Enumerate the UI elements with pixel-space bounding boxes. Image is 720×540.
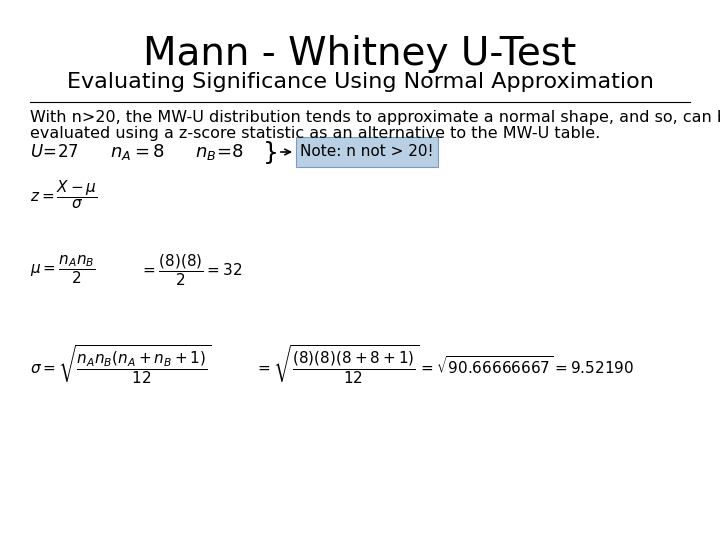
Text: Note: n not > 20!: Note: n not > 20!: [300, 145, 433, 159]
Text: $n_A = 8$: $n_A = 8$: [110, 142, 165, 162]
Text: evaluated using a z-score statistic as an alternative to the MW-U table.: evaluated using a z-score statistic as a…: [30, 126, 600, 141]
Text: $\}$: $\}$: [262, 138, 276, 165]
Text: $= \sqrt{\dfrac{(8)(8)(8 + 8 + 1)}{12}} = \sqrt{90.66666667} = 9.52190$: $= \sqrt{\dfrac{(8)(8)(8 + 8 + 1)}{12}} …: [255, 344, 634, 386]
Text: $z = \dfrac{X - \mu}{\sigma}$: $z = \dfrac{X - \mu}{\sigma}$: [30, 179, 98, 211]
Text: With n>20, the MW-U distribution tends to approximate a normal shape, and so, ca: With n>20, the MW-U distribution tends t…: [30, 110, 720, 125]
Text: $n_B\!=\!8$: $n_B\!=\!8$: [195, 142, 244, 162]
Text: Mann - Whitney U-Test: Mann - Whitney U-Test: [143, 35, 577, 73]
Text: Evaluating Significance Using Normal Approximation: Evaluating Significance Using Normal App…: [66, 72, 654, 92]
Text: $U\!=\!27$: $U\!=\!27$: [30, 143, 79, 161]
FancyBboxPatch shape: [296, 137, 438, 167]
Text: $\mu = \dfrac{n_A n_B}{2}$: $\mu = \dfrac{n_A n_B}{2}$: [30, 254, 96, 286]
Text: $\sigma = \sqrt{\dfrac{n_A n_B (n_A + n_B + 1)}{12}}$: $\sigma = \sqrt{\dfrac{n_A n_B (n_A + n_…: [30, 344, 212, 386]
Text: $= \dfrac{(8)(8)}{2} = 32$: $= \dfrac{(8)(8)}{2} = 32$: [140, 252, 243, 288]
